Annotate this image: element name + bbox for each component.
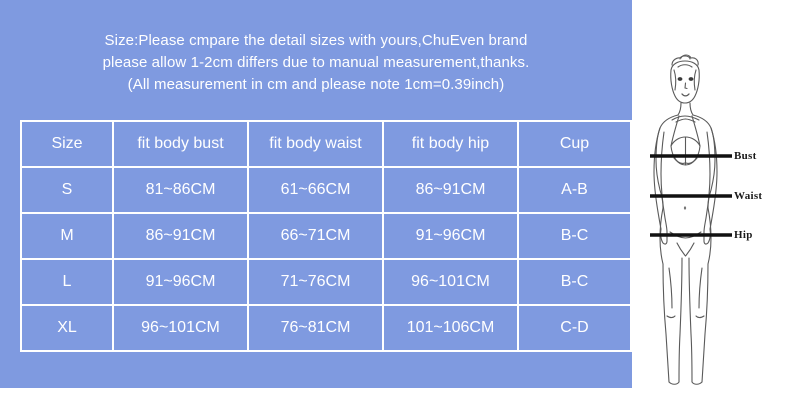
cell-size: L: [20, 258, 114, 306]
intro-line-3: (All measurement in cm and please note 1…: [127, 76, 505, 93]
cell-hip: 96~101CM: [382, 258, 519, 306]
table-header-row: Size fit body bust fit body waist fit bo…: [20, 120, 632, 168]
cell-cup: B-C: [517, 212, 632, 260]
cell-waist: 76~81CM: [247, 304, 384, 352]
cell-hip: 101~106CM: [382, 304, 519, 352]
cell-cup: C-D: [517, 304, 632, 352]
column-header-bust: fit body bust: [112, 120, 249, 168]
size-chart-panel: Size:Please cmpare the detail sizes with…: [0, 0, 632, 388]
intro-line-2: please allow 1-2cm differs due to manual…: [102, 54, 530, 71]
hip-label: Hip: [734, 229, 753, 241]
female-body-figure-icon: [650, 54, 732, 385]
intro-line-1: Size:Please cmpare the detail sizes with…: [104, 32, 528, 49]
cell-cup: B-C: [517, 258, 632, 306]
cell-hip: 86~91CM: [382, 166, 519, 214]
table-row: S 81~86CM 61~66CM 86~91CM A-B: [20, 166, 632, 214]
table-row: M 86~91CM 66~71CM 91~96CM B-C: [20, 212, 632, 260]
cell-cup: A-B: [517, 166, 632, 214]
column-header-waist: fit body waist: [247, 120, 384, 168]
cell-bust: 81~86CM: [112, 166, 249, 214]
column-header-cup: Cup: [517, 120, 632, 168]
cell-bust: 96~101CM: [112, 304, 249, 352]
cell-bust: 91~96CM: [112, 258, 249, 306]
cell-bust: 86~91CM: [112, 212, 249, 260]
cell-waist: 66~71CM: [247, 212, 384, 260]
bust-label: Bust: [734, 150, 757, 162]
column-header-size: Size: [20, 120, 114, 168]
intro-text-block: Size:Please cmpare the detail sizes with…: [0, 30, 632, 96]
table-row: L 91~96CM 71~76CM 96~101CM B-C: [20, 258, 632, 306]
cell-size: M: [20, 212, 114, 260]
column-header-hip: fit body hip: [382, 120, 519, 168]
cell-waist: 71~76CM: [247, 258, 384, 306]
cell-size: S: [20, 166, 114, 214]
table-row: XL 96~101CM 76~81CM 101~106CM C-D: [20, 304, 632, 352]
size-table: Size fit body bust fit body waist fit bo…: [20, 120, 632, 352]
cell-waist: 61~66CM: [247, 166, 384, 214]
cell-size: XL: [20, 304, 114, 352]
measurement-figure-panel: Bust Waist Hip: [636, 0, 790, 400]
waist-label: Waist: [734, 190, 763, 202]
cell-hip: 91~96CM: [382, 212, 519, 260]
